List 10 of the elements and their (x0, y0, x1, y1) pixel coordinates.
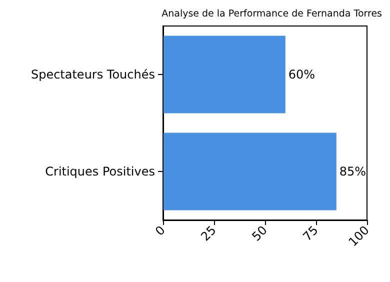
data-label: 85% (339, 164, 366, 178)
y-tick-label: Spectateurs Touchés (30, 68, 155, 82)
x-tick-label: 100 (346, 223, 372, 250)
chart-title: Analyse de la Performance de Fernanda Torres (162, 8, 382, 20)
data-label: 60% (288, 68, 316, 82)
x-tick-label: 75 (300, 223, 321, 244)
x-tick-label: 25 (198, 223, 219, 244)
x-tick-label: 50 (249, 223, 270, 244)
y-tick-label: Critiques Positives (45, 164, 155, 178)
x-tick-label: 0 (152, 223, 168, 238)
